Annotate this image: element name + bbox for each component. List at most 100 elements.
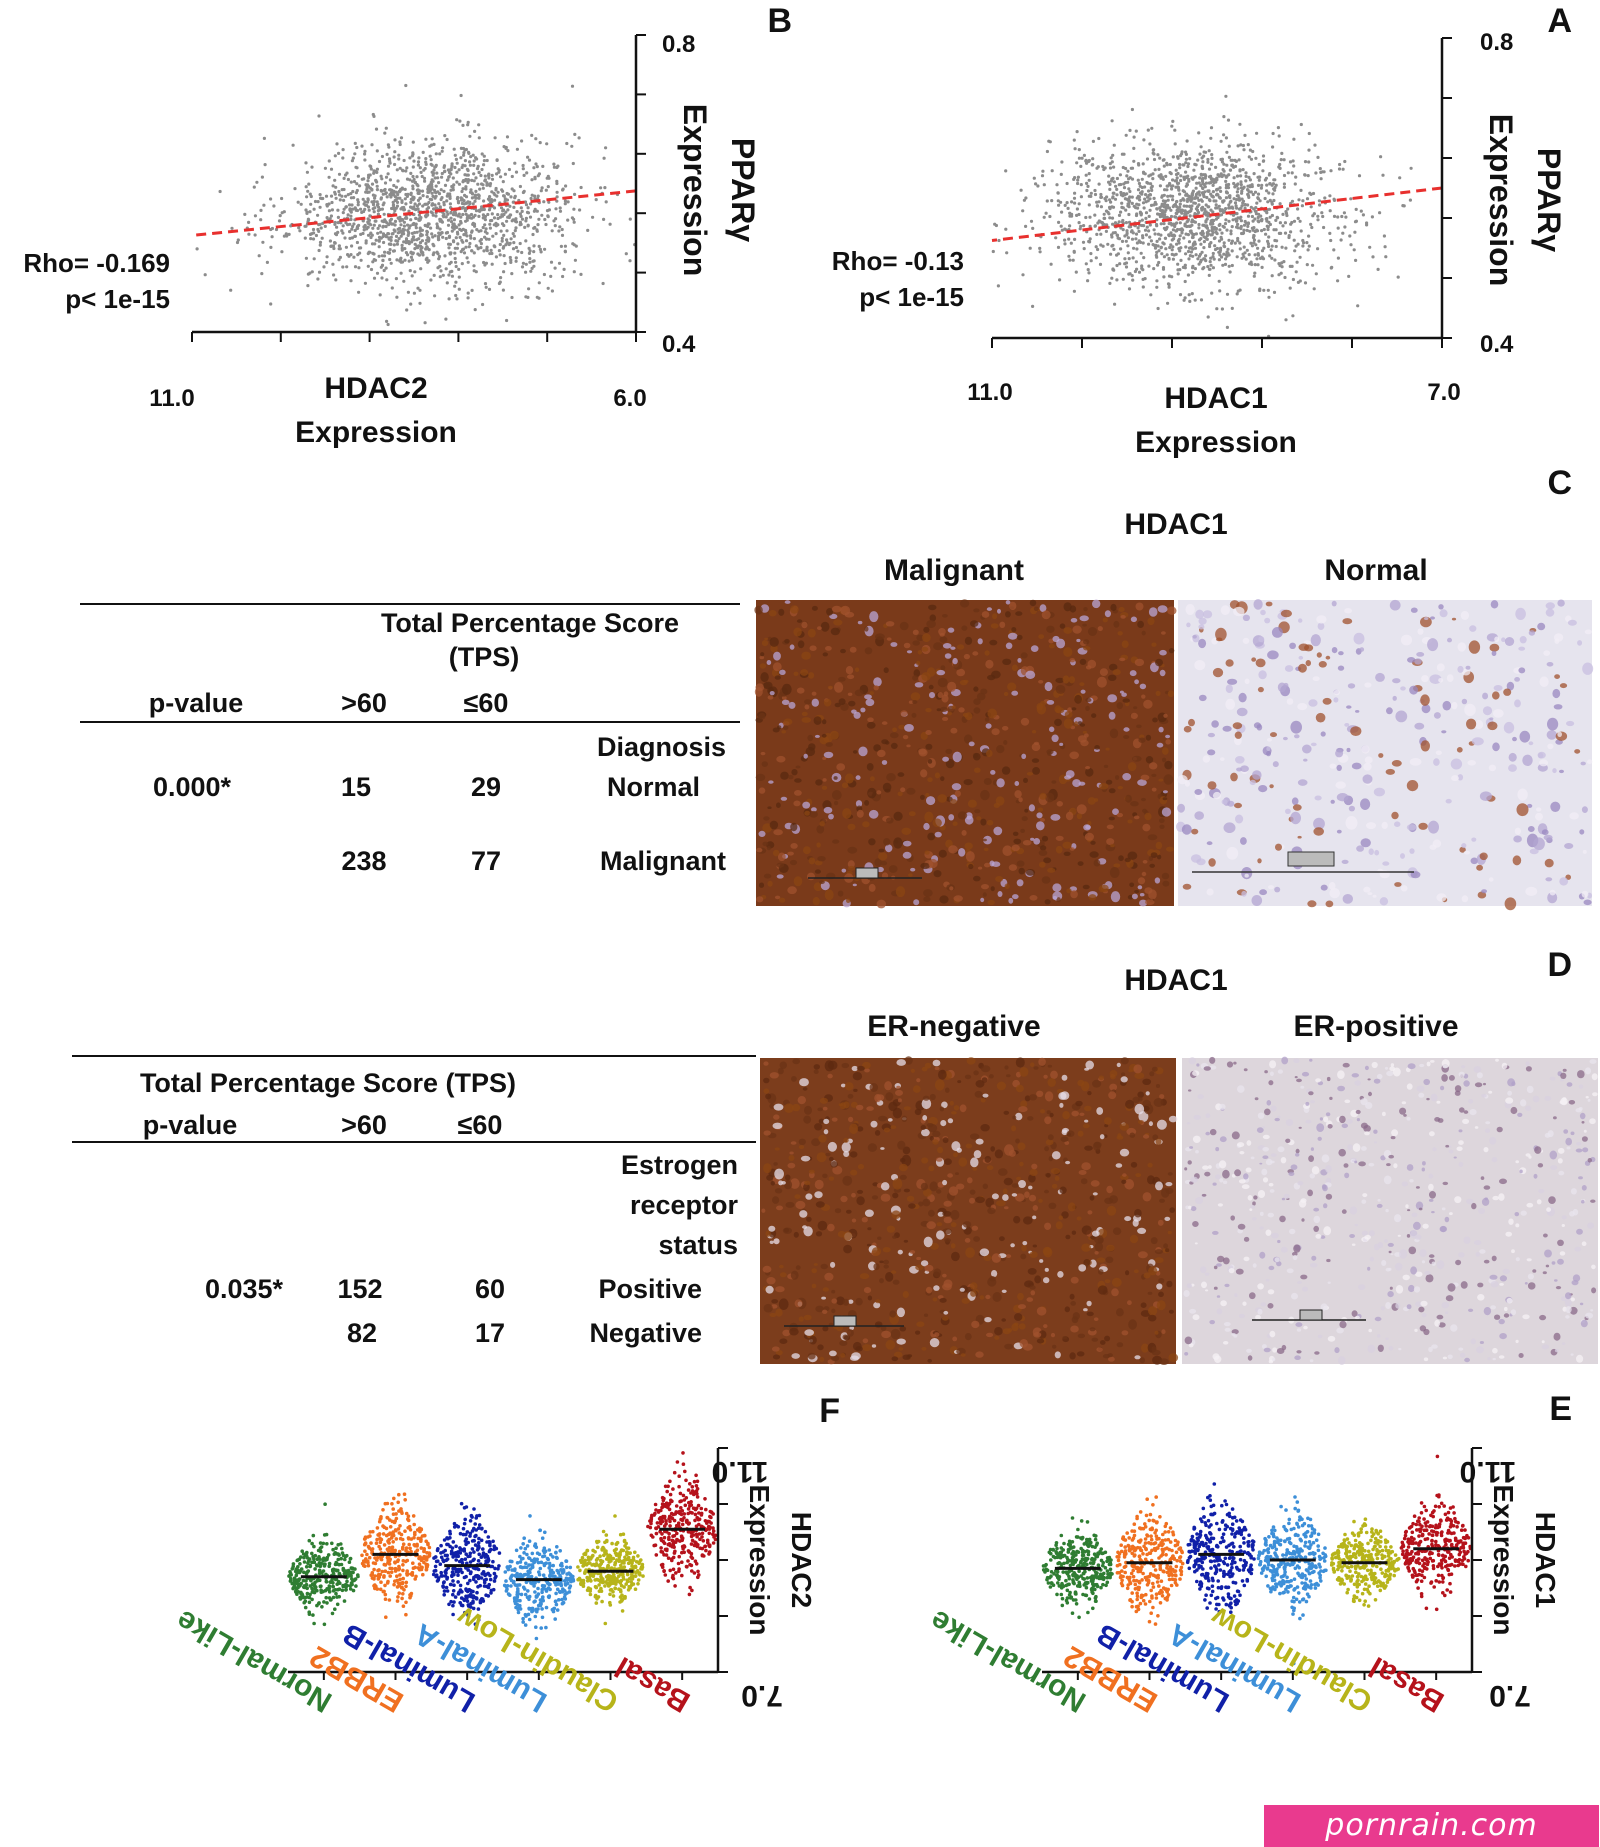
scatter-point — [349, 279, 353, 283]
strip-point — [1324, 1568, 1328, 1573]
scatter-point — [442, 212, 446, 216]
scatter-point — [1218, 196, 1222, 200]
scatter-point — [1195, 181, 1199, 185]
strip-point — [1136, 1569, 1140, 1574]
strip-point — [1140, 1565, 1144, 1569]
scatter-point — [303, 224, 307, 228]
scatter-point — [1309, 222, 1313, 226]
strip-point — [1340, 1545, 1345, 1549]
scatter-point — [1240, 191, 1244, 195]
scatter-point — [443, 183, 448, 187]
scatter-point — [1172, 203, 1176, 207]
scatter-point — [452, 218, 456, 222]
scatter-point — [317, 248, 321, 253]
scatter-point — [1309, 205, 1313, 209]
scatter-point — [1287, 235, 1291, 240]
scatter-point — [450, 162, 454, 166]
scatter-point — [1277, 262, 1281, 266]
scatter-point — [382, 268, 386, 273]
scatter-point — [1167, 256, 1171, 261]
strip-point — [1125, 1586, 1130, 1591]
strip-point — [1449, 1552, 1453, 1557]
scatter-point — [579, 272, 583, 276]
scatter-point — [403, 247, 407, 251]
scatter-point — [1240, 204, 1244, 208]
strip-point — [1424, 1508, 1428, 1513]
scatter-point — [1087, 239, 1091, 244]
scatter-point — [490, 177, 495, 181]
strip-point — [1419, 1594, 1424, 1599]
scatter-point — [444, 215, 448, 219]
scatter-point — [425, 213, 429, 217]
scatter-point — [456, 242, 460, 246]
scatter-point — [1190, 235, 1195, 240]
strip-point — [1141, 1598, 1146, 1603]
strip-point — [1235, 1530, 1239, 1534]
strip-point — [1133, 1553, 1137, 1557]
scatter-point — [341, 211, 345, 215]
scatter-point — [1193, 246, 1198, 250]
panel-c-title: HDAC1 — [1124, 508, 1227, 541]
scatter-point — [453, 256, 457, 261]
scatter-point — [1123, 257, 1127, 261]
scatter-point — [384, 266, 388, 270]
scatter-point — [457, 212, 461, 216]
scatter-point — [384, 224, 388, 229]
scatter-point — [1170, 187, 1174, 191]
scatter-point — [1259, 186, 1263, 190]
scatter-point — [1272, 187, 1276, 191]
scatter-point — [518, 223, 522, 227]
scatter-point — [1176, 262, 1180, 266]
strip-point — [1243, 1527, 1248, 1532]
scatter-point — [1254, 156, 1258, 160]
scatter-point — [380, 276, 384, 280]
scatter-point — [1117, 220, 1121, 224]
strip-point — [1145, 1552, 1149, 1557]
scatter-point — [1159, 233, 1163, 237]
strip-point — [1239, 1549, 1243, 1553]
scatter-point — [373, 242, 377, 246]
scatter-point — [1227, 155, 1231, 159]
strip-point — [1156, 1614, 1160, 1618]
scatter-point — [494, 186, 498, 191]
scatter-point — [1144, 233, 1148, 237]
scatter-point — [1238, 241, 1242, 245]
scatter-point — [538, 247, 543, 251]
strip-point — [1306, 1524, 1311, 1528]
scatter-point — [465, 173, 469, 177]
scatter-point — [1340, 214, 1344, 219]
scatter-point — [418, 241, 423, 245]
strip-point — [1318, 1576, 1322, 1580]
strip-point — [1403, 1530, 1408, 1535]
scatter-point — [430, 170, 434, 174]
x-label-line1-b: HDAC2 — [324, 372, 427, 405]
scatter-point — [425, 238, 429, 242]
strip-point — [1286, 1590, 1290, 1594]
scatter-point — [331, 244, 335, 248]
scatter-point — [507, 215, 511, 219]
strip-point — [1414, 1522, 1419, 1527]
strip-point — [1274, 1582, 1278, 1586]
scatter-point — [373, 258, 378, 262]
strip-point — [1272, 1567, 1276, 1572]
scatter-point — [293, 187, 297, 191]
scatter-point — [404, 169, 408, 173]
scatter-point — [1179, 174, 1183, 178]
scatter-point — [379, 197, 383, 201]
strip-point — [1295, 1585, 1300, 1589]
scatter-point — [514, 170, 519, 174]
scatter-point — [269, 302, 273, 306]
strip-point — [1244, 1560, 1248, 1565]
strip-point — [1345, 1537, 1350, 1541]
scatter-point — [1160, 202, 1164, 206]
scatter-point — [395, 258, 399, 262]
scatter-point — [1132, 159, 1136, 163]
scatter-point — [1238, 122, 1242, 126]
scatter-point — [1277, 231, 1281, 235]
scatter-point — [1245, 248, 1249, 252]
strip-point — [1144, 1547, 1148, 1552]
scatter-point — [349, 217, 353, 222]
strip-point — [1456, 1563, 1460, 1568]
strip-point — [1353, 1564, 1358, 1569]
strip-point — [1293, 1566, 1298, 1571]
